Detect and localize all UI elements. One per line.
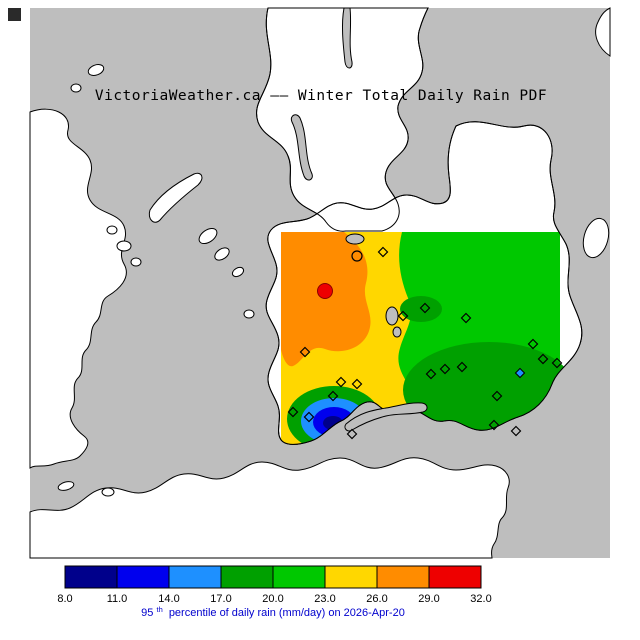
island: [198, 227, 218, 245]
colorbar-cell: [168, 565, 222, 589]
island: [595, 7, 611, 57]
island: [231, 266, 245, 278]
colorbar-tick: 26.0: [366, 593, 387, 605]
colorbar-cell: [428, 565, 482, 589]
contour-fill-29-32: [317, 283, 333, 299]
corner-marker: [8, 8, 21, 21]
colorbar-tick: 20.0: [262, 593, 283, 605]
colorbar-frame: [64, 565, 482, 589]
island: [87, 64, 105, 76]
lake: [385, 306, 399, 326]
colorbar-tick: 17.0: [210, 593, 231, 605]
colorbar-cell: [220, 565, 274, 589]
circle-marker: [351, 250, 363, 262]
island: [130, 257, 142, 267]
colorbar-tick: 32.0: [470, 593, 491, 605]
island: [57, 481, 75, 491]
island: [582, 217, 610, 259]
landmass-south: [29, 457, 510, 559]
colorbar-cell: [116, 565, 170, 589]
caption-rest: percentile of daily rain (mm/day) on 202…: [169, 607, 405, 619]
colorbar-cell: [324, 565, 378, 589]
station-markers: [287, 246, 563, 440]
colorbar-tick: 14.0: [158, 593, 179, 605]
map-title: VictoriaWeather.ca —— Winter Total Daily…: [95, 88, 547, 104]
colorbar-cell: [64, 565, 118, 589]
island: [243, 309, 255, 319]
caption-superscript: th: [156, 605, 162, 614]
lake: [392, 326, 402, 338]
island: [214, 247, 230, 261]
landmass-west: [29, 108, 127, 469]
inlet: [341, 7, 353, 69]
colorbar-tick: 29.0: [418, 593, 439, 605]
caption-base: 95: [141, 607, 153, 619]
colorbar-tick: 23.0: [314, 593, 335, 605]
inlet: [290, 114, 313, 181]
colorbar: 8.0 11.0 14.0 17.0 20.0 23.0 26.0 29.0 3…: [57, 565, 492, 619]
land-group: [29, 7, 611, 559]
colorbar-cell: [376, 565, 430, 589]
colorbar-cell: [272, 565, 326, 589]
contour-overlay: [281, 232, 575, 445]
island: [106, 225, 118, 235]
island: [148, 172, 203, 223]
island: [70, 83, 82, 93]
colorbar-tick: 8.0: [57, 593, 72, 605]
contour-fill-26-29: [281, 232, 371, 367]
colorbar-caption: 95 th percentile of daily rain (mm/day) …: [141, 603, 405, 619]
inlet: [345, 233, 365, 245]
island: [101, 487, 115, 497]
island: [116, 240, 132, 252]
colorbar-tick: 11.0: [107, 593, 128, 605]
inland-water-group: [290, 7, 428, 432]
